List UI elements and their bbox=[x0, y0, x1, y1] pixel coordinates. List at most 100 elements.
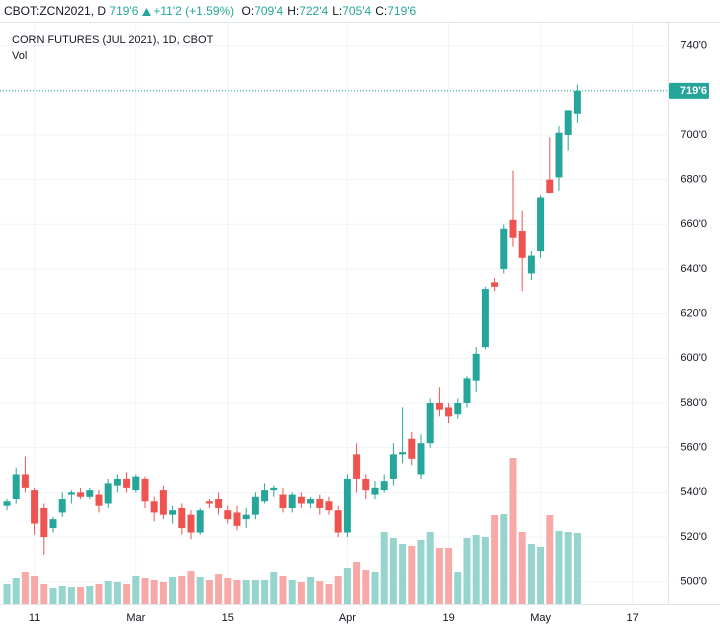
x-tick-label: 15 bbox=[222, 612, 234, 624]
candle-body bbox=[564, 110, 572, 135]
volume-bar bbox=[251, 580, 259, 604]
volume-bar bbox=[399, 544, 407, 604]
volume-bar bbox=[270, 572, 278, 604]
candle-body bbox=[123, 478, 131, 488]
candle-body bbox=[21, 474, 29, 488]
volume-bar bbox=[380, 532, 388, 604]
candle-body bbox=[343, 478, 351, 533]
volume-bar bbox=[445, 548, 453, 604]
candle-body bbox=[104, 483, 112, 504]
separator: , bbox=[90, 4, 98, 18]
candle-body bbox=[224, 510, 232, 520]
candle-body bbox=[491, 282, 499, 287]
volume-bar bbox=[518, 532, 526, 604]
candle-body bbox=[178, 507, 186, 529]
candle-body bbox=[472, 353, 480, 381]
chart-title: CORN FUTURES (JUL 2021), 1D, CBOT bbox=[12, 34, 214, 46]
volume-bar bbox=[205, 580, 213, 604]
volume-bars bbox=[3, 458, 581, 604]
volume-bar bbox=[288, 580, 296, 604]
volume-bar bbox=[527, 544, 535, 604]
candle-body bbox=[159, 490, 167, 515]
candle-body bbox=[31, 490, 39, 524]
y-tick-label: 580'0 bbox=[680, 397, 707, 409]
candle-body bbox=[325, 501, 333, 511]
volume-bar bbox=[426, 532, 434, 604]
y-tick-label: 600'0 bbox=[680, 352, 707, 364]
ohlc-label: C: bbox=[375, 4, 388, 18]
axes: 500'0 520'0 540'0 560'0 580'0 600'0 620'0 640'0… bbox=[29, 40, 709, 624]
candle-body bbox=[67, 492, 75, 495]
candle-body bbox=[353, 454, 361, 479]
price-change: +11'2 (+1.59%) bbox=[153, 4, 235, 18]
candle-body bbox=[297, 496, 305, 504]
volume-bar bbox=[150, 580, 158, 604]
volume-bar bbox=[224, 578, 232, 604]
volume-bar bbox=[77, 587, 85, 604]
volume-bar bbox=[169, 577, 177, 604]
candles bbox=[0, 84, 668, 555]
candle-body bbox=[380, 481, 388, 491]
candle-body bbox=[215, 499, 223, 508]
candle-body bbox=[233, 512, 241, 526]
x-tick-label: Mar bbox=[126, 612, 145, 624]
candle-body bbox=[132, 476, 140, 491]
x-tick-label: Apr bbox=[339, 612, 356, 624]
candle-body bbox=[242, 514, 250, 520]
candle-body bbox=[389, 454, 397, 479]
ohlc-value: 709'4 bbox=[254, 4, 284, 18]
volume-bar bbox=[454, 572, 462, 604]
candle-body bbox=[187, 514, 195, 533]
x-tick-label: 19 bbox=[442, 612, 454, 624]
volume-bar bbox=[123, 584, 131, 604]
volume-bar bbox=[325, 584, 333, 604]
ohlc-label: L: bbox=[332, 4, 343, 18]
candle-body bbox=[169, 510, 177, 515]
volume-bar bbox=[546, 515, 554, 604]
volume-bar bbox=[463, 538, 471, 604]
candle-body bbox=[555, 132, 563, 178]
x-tick-label: May bbox=[530, 612, 551, 624]
candle-body bbox=[454, 402, 462, 415]
y-tick-label: 500'0 bbox=[680, 576, 707, 588]
volume-bar bbox=[509, 458, 517, 604]
grid bbox=[0, 23, 668, 604]
ohlc-value: 719'6 bbox=[387, 4, 417, 18]
candle-body bbox=[463, 378, 471, 403]
ohlc-values: O:709'4 H:722'4 L:705'4 C:719'6 bbox=[238, 4, 417, 18]
y-tick-label: 540'0 bbox=[680, 486, 707, 498]
candle-body bbox=[58, 499, 66, 513]
candle-body bbox=[77, 492, 85, 497]
candle-body bbox=[86, 490, 94, 497]
candle-body bbox=[279, 494, 287, 508]
y-tick-label: 660'0 bbox=[680, 218, 707, 230]
volume-bar bbox=[297, 582, 305, 604]
volume-bar bbox=[500, 514, 508, 604]
volume-bar bbox=[343, 568, 351, 604]
candle-body bbox=[546, 179, 554, 194]
candle-body bbox=[95, 494, 103, 506]
x-tick-label: 17 bbox=[626, 612, 638, 624]
candle-body bbox=[426, 402, 434, 444]
volume-bar bbox=[472, 535, 480, 604]
volume-bar bbox=[12, 578, 20, 604]
candle-body bbox=[573, 90, 581, 114]
candle-body bbox=[408, 438, 416, 459]
candle-body bbox=[3, 501, 11, 506]
candle-body bbox=[399, 452, 407, 455]
volume-bar bbox=[362, 570, 370, 604]
volume-bar bbox=[3, 584, 11, 604]
y-tick-label: 740'0 bbox=[680, 40, 707, 52]
candle-body bbox=[481, 289, 489, 348]
volume-bar bbox=[95, 584, 103, 604]
volume-bar bbox=[132, 576, 140, 604]
ohlc-value: 722'4 bbox=[299, 4, 329, 18]
candle-body bbox=[417, 443, 425, 475]
volume-bar bbox=[58, 586, 66, 604]
last-price: 719'6 bbox=[109, 4, 139, 18]
candle-body bbox=[270, 487, 278, 491]
volume-bar bbox=[417, 540, 425, 604]
volume-bar bbox=[261, 580, 269, 604]
volume-bar bbox=[196, 577, 204, 604]
candle-body bbox=[150, 501, 158, 513]
